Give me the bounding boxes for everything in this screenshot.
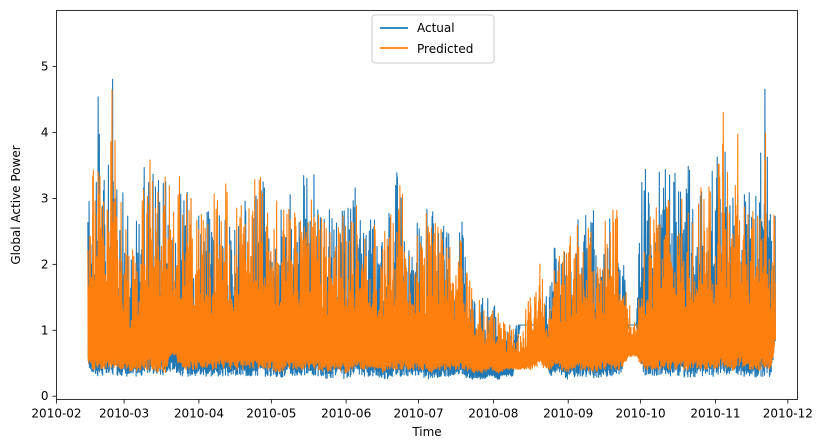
x-tick-label: 2010-05 — [246, 407, 296, 421]
y-axis-title: Global Active Power — [9, 145, 23, 264]
x-tick-label: 2010-04 — [174, 407, 224, 421]
legend-box — [371, 14, 495, 64]
y-axis: 0 1 2 3 4 5 — [41, 60, 57, 403]
x-tick-label: 2010-02 — [31, 407, 81, 421]
legend-label-actual: Actual — [417, 21, 455, 35]
series-layer — [87, 78, 777, 380]
y-tick-label: 3 — [41, 191, 49, 205]
series-line-predicted — [87, 89, 777, 374]
legend: Actual Predicted — [371, 14, 495, 64]
y-tick-label: 0 — [41, 389, 49, 403]
x-tick-label: 2010-06 — [321, 407, 371, 421]
y-tick-label: 2 — [41, 257, 49, 271]
y-tick-label: 5 — [41, 60, 49, 74]
x-axis-title: Time — [411, 425, 441, 439]
y-tick-label: 1 — [41, 323, 49, 337]
legend-label-predicted: Predicted — [417, 42, 473, 56]
plot-frame — [56, 10, 798, 400]
x-tick-label: 2010-09 — [543, 407, 593, 421]
x-axis: 2010-02 2010-03 2010-04 2010-05 2010-06 2010-… — [31, 399, 813, 421]
x-tick-label: 2010-03 — [99, 407, 149, 421]
x-tick-label: 2010-08 — [468, 407, 518, 421]
y-tick-label: 4 — [41, 125, 49, 139]
x-tick-label: 2010-11 — [690, 407, 740, 421]
x-tick-label: 2010-10 — [616, 407, 666, 421]
x-tick-label: 2010-07 — [393, 407, 443, 421]
x-tick-label: 2010-12 — [763, 407, 813, 421]
